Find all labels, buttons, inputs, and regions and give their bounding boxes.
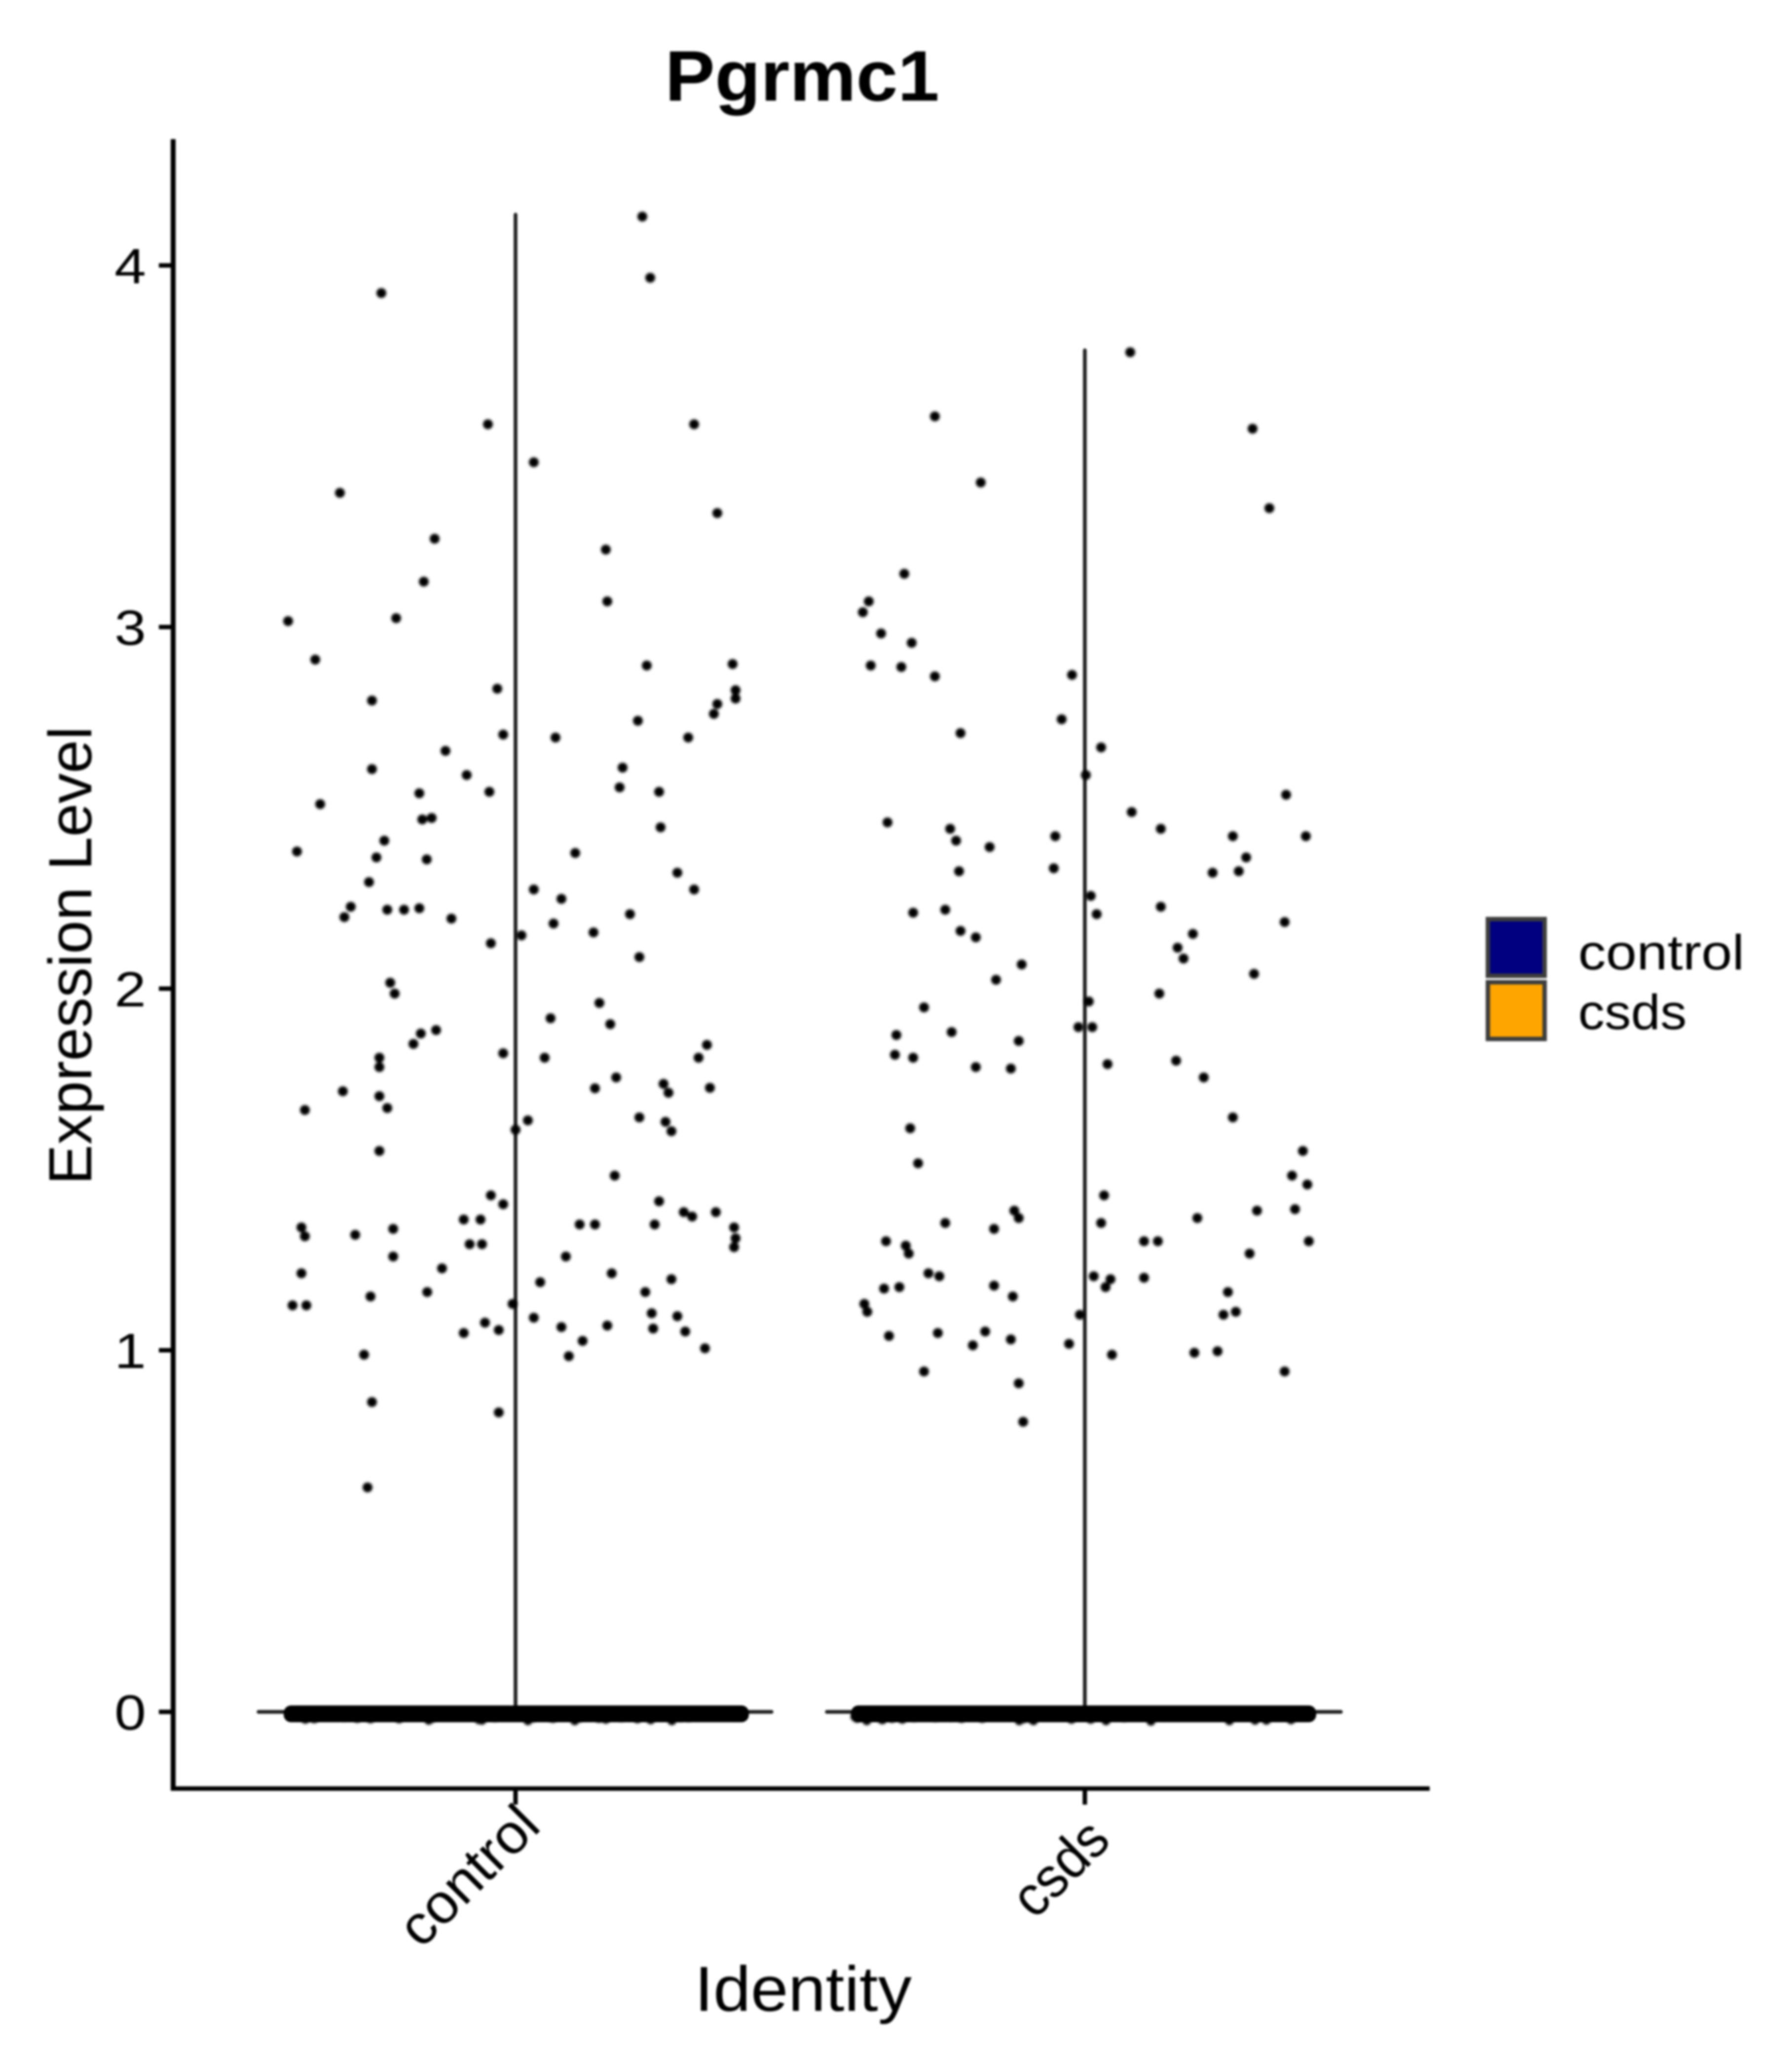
svg-text:2: 2 (114, 962, 146, 1017)
svg-text:3: 3 (114, 600, 146, 656)
svg-text:0: 0 (114, 1685, 146, 1740)
svg-text:Identity: Identity (695, 1954, 912, 2025)
svg-text:4: 4 (114, 239, 146, 294)
svg-text:Expression Level: Expression Level (37, 727, 105, 1185)
svg-text:csds: csds (1578, 985, 1687, 1040)
svg-text:control: control (1578, 925, 1744, 980)
svg-text:1: 1 (114, 1324, 146, 1379)
svg-text:Pgrmc1: Pgrmc1 (665, 36, 939, 116)
